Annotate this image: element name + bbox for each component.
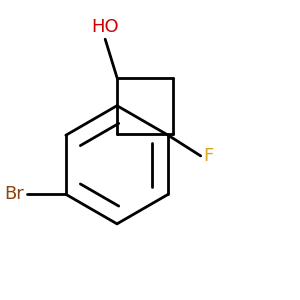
Text: F: F bbox=[204, 147, 214, 165]
Text: HO: HO bbox=[92, 18, 119, 36]
Text: Br: Br bbox=[5, 185, 25, 203]
